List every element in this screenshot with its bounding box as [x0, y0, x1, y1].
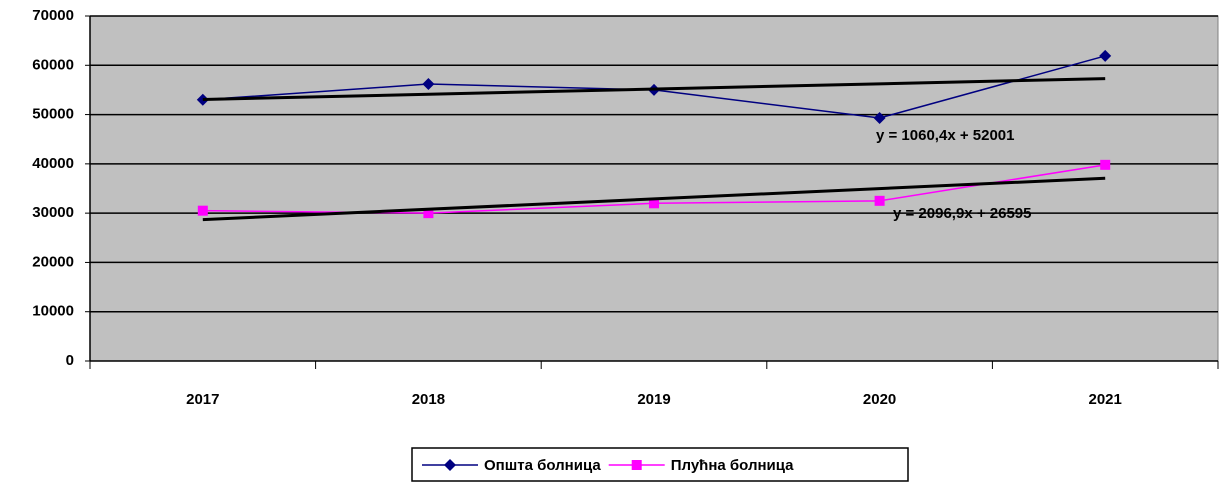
y-tick-label: 20000 — [32, 253, 74, 270]
y-tick-label: 70000 — [32, 7, 74, 24]
trendline-label: y = 2096,9x + 26595 — [893, 205, 1031, 222]
y-tick-label: 40000 — [32, 155, 74, 172]
x-tick-label: 2021 — [1089, 391, 1122, 408]
y-tick-label: 30000 — [32, 204, 74, 221]
data-point — [1100, 159, 1111, 170]
data-point — [422, 78, 435, 91]
y-tick-label: 50000 — [32, 106, 74, 123]
plot-area — [89, 15, 1219, 362]
trendline-label: y = 1060,4x + 52001 — [876, 127, 1014, 144]
x-tick-label: 2020 — [863, 391, 896, 408]
data-point — [649, 198, 659, 209]
data-point — [874, 195, 885, 206]
y-tick-label: 0 — [66, 352, 74, 369]
legend-marker — [631, 460, 642, 470]
trendline — [202, 77, 1106, 101]
legend-marker — [444, 459, 456, 471]
legend-label: Општа болница — [484, 457, 601, 474]
y-tick-label: 60000 — [32, 56, 74, 73]
data-point — [1099, 49, 1112, 62]
data-point — [196, 93, 209, 106]
data-point — [197, 205, 208, 216]
x-tick-label: 2018 — [412, 391, 445, 408]
x-tick-label: 2017 — [186, 391, 219, 408]
x-tick-label: 2019 — [637, 391, 670, 408]
data-point — [873, 112, 886, 125]
legend-label: Плућна болница — [671, 457, 794, 474]
y-tick-label: 10000 — [32, 303, 74, 320]
trendline — [202, 176, 1106, 222]
data-point — [423, 208, 434, 219]
